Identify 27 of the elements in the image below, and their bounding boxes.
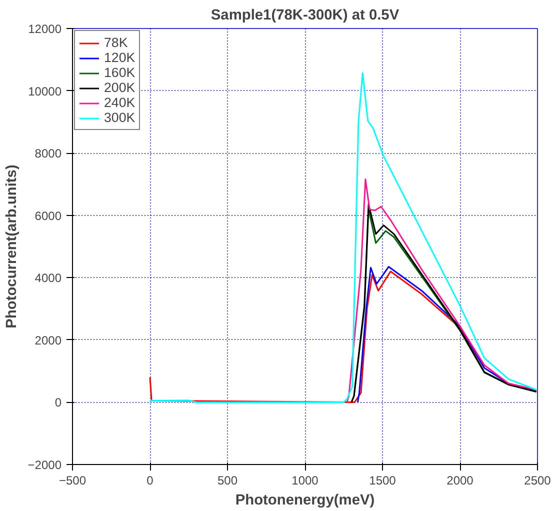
y-tick-label: 0 — [54, 396, 62, 410]
legend-label: 240K — [104, 95, 136, 110]
x-axis-title: Photonenergy(meV) — [235, 492, 375, 508]
x-tick-label: −500 — [58, 474, 86, 488]
legend-label: 200K — [104, 80, 136, 95]
legend-label: 160K — [104, 65, 136, 80]
y-tick-label: 2000 — [34, 333, 62, 348]
legend-label: 78K — [104, 35, 128, 50]
legend-label: 300K — [104, 110, 136, 125]
line-series — [149, 270, 486, 403]
y-tick-label: 4000 — [34, 271, 62, 286]
y-tick-label: 12000 — [28, 22, 62, 36]
y-tick-label: 10000 — [28, 84, 62, 98]
x-tick-label: 500 — [217, 474, 238, 488]
chart-title: Sample1(78K-300K) at 0.5V — [210, 8, 400, 24]
line-series — [356, 266, 538, 403]
legend-label: 120K — [104, 50, 136, 65]
x-tick-label: 1000 — [292, 474, 319, 488]
y-axis-title: Photocurrent(arb.units) — [4, 164, 20, 328]
x-tick-label: 2000 — [446, 474, 474, 488]
y-tick-label: −2000 — [28, 458, 62, 472]
y-tick-label: 8000 — [34, 146, 62, 161]
line-series — [149, 72, 538, 403]
y-tick-label: 6000 — [34, 208, 62, 223]
x-tick-label: 0 — [146, 474, 154, 488]
x-tick-label: 2500 — [524, 474, 552, 488]
x-tick-label: 1500 — [369, 474, 396, 488]
